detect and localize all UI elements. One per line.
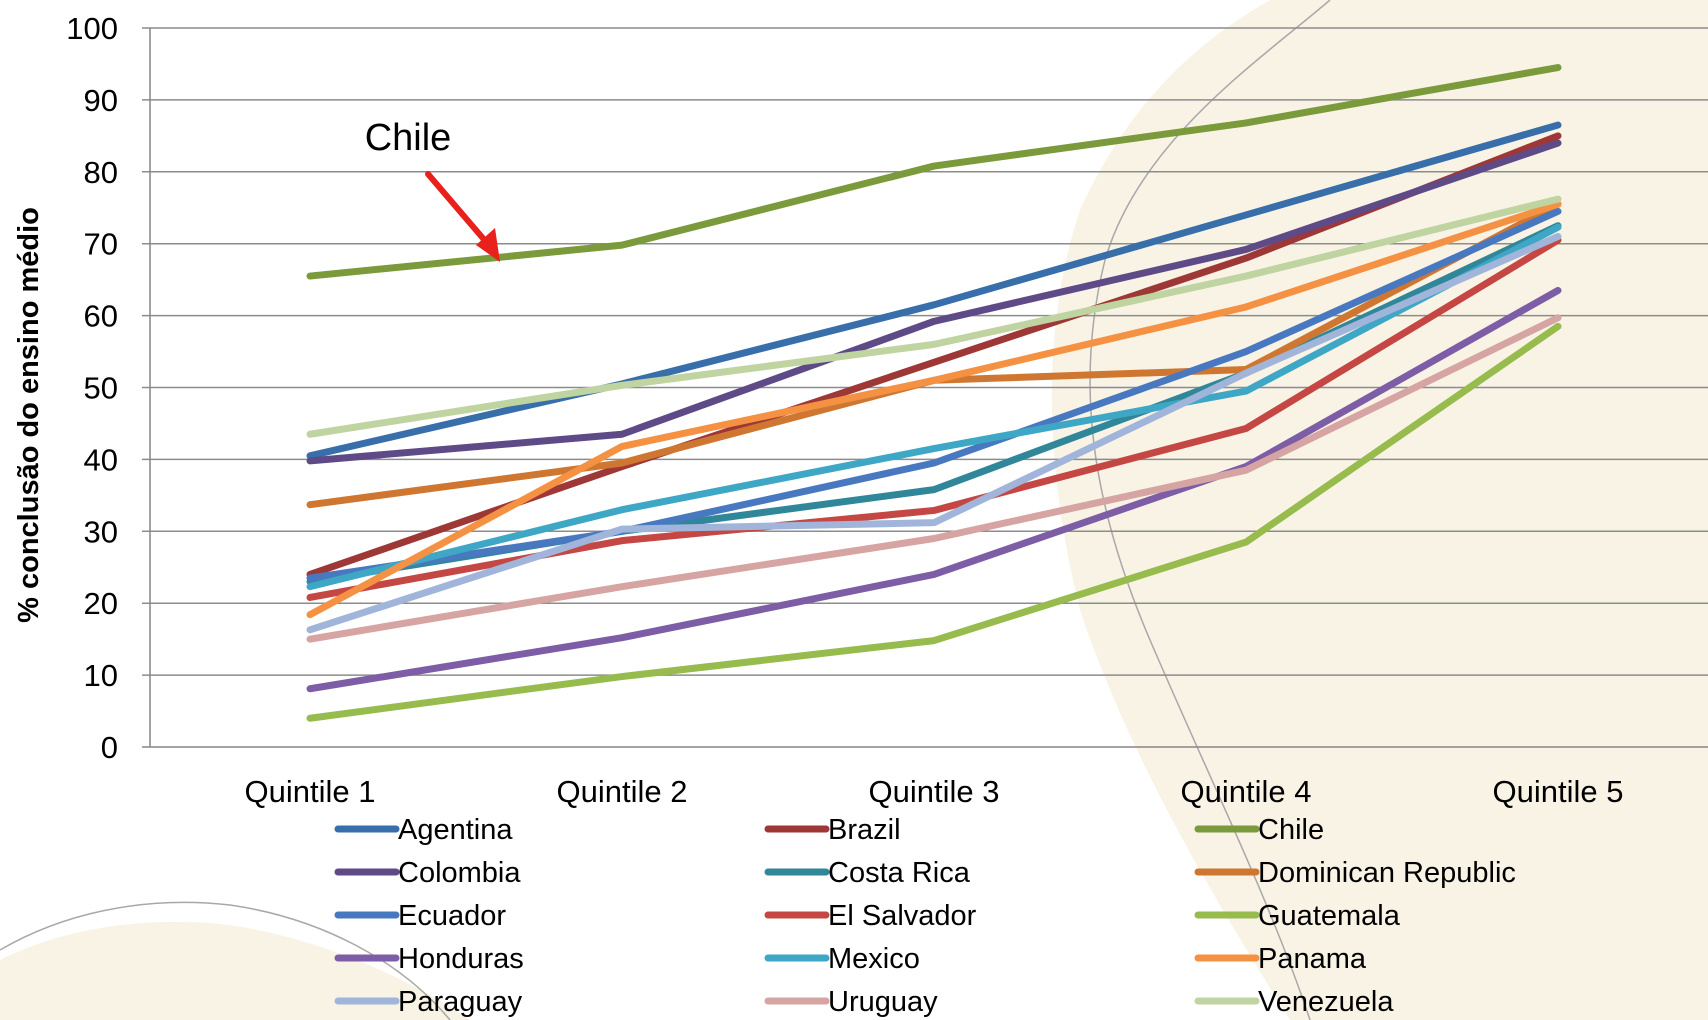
y-tick-label: 40 <box>84 442 118 477</box>
x-tick-label: Quintile 2 <box>557 774 688 809</box>
legend-label: Brazil <box>828 814 901 846</box>
legend-label: Uruguay <box>828 986 938 1018</box>
y-axis-label: % conclusão do ensino médio <box>13 207 45 623</box>
background-curve-bottom <box>0 901 451 1020</box>
legend-label: Agentina <box>398 814 513 846</box>
series-line-chile <box>306 64 1562 280</box>
y-tick-label: 100 <box>66 11 118 46</box>
series-line-paraguay <box>306 233 1562 634</box>
legend-item: Venezuela <box>1194 986 1394 1018</box>
legend-label: Paraguay <box>398 986 523 1018</box>
series-line-honduras <box>306 286 1562 693</box>
y-tick-label: 50 <box>84 371 118 406</box>
y-tick-label: 20 <box>84 586 118 621</box>
legend-item: Agentina <box>334 814 513 846</box>
x-tick-label: Quintile 4 <box>1181 774 1312 809</box>
x-axis: Quintile 1 Quintile 2 Quintile 3 Quintile 4… <box>245 774 1624 809</box>
y-tick-label: 80 <box>84 155 118 190</box>
series-line-uruguay <box>306 314 1562 643</box>
legend-item: Dominican Republic <box>1194 857 1516 889</box>
legend-label: Panama <box>1258 943 1367 975</box>
legend-item: Mexico <box>764 943 920 975</box>
y-tick-label: 0 <box>101 730 118 765</box>
y-tick-label: 60 <box>84 299 118 334</box>
y-tick-label: 90 <box>84 83 118 118</box>
series-line-panama <box>306 200 1562 619</box>
legend-item: Guatemala <box>1194 900 1401 932</box>
background-shape-bottom <box>0 921 470 1020</box>
annotation-label: Chile <box>365 117 452 159</box>
legend-item: Ecuador <box>334 900 506 932</box>
y-tick-label: 70 <box>84 227 118 262</box>
series-line-colombia <box>306 139 1562 465</box>
legend-item: Colombia <box>334 857 521 889</box>
series-line-guatemala <box>306 322 1562 722</box>
legend-item: Uruguay <box>764 986 938 1018</box>
legend-label: Mexico <box>828 943 920 975</box>
x-tick-label: Quintile 1 <box>245 774 376 809</box>
series-line-mexico <box>306 223 1562 591</box>
background-curve <box>1089 0 1331 1020</box>
legend-item: Brazil <box>764 814 901 846</box>
x-tick-label: Quintile 3 <box>869 774 1000 809</box>
legend-item: El Salvador <box>764 900 977 932</box>
series-lines <box>306 64 1562 722</box>
series-line-agentina <box>306 121 1562 460</box>
y-axis: 0 10 20 30 40 50 60 70 80 90 100 <box>66 11 151 765</box>
series-line-ecuador <box>306 207 1562 582</box>
x-tick-label: Quintile 5 <box>1493 774 1624 809</box>
chile-annotation: Chile <box>365 117 500 262</box>
series-line-venezuela <box>306 195 1562 438</box>
legend-item: Chile <box>1194 814 1324 846</box>
y-tick-label: 30 <box>84 514 118 549</box>
legend-label: Dominican Republic <box>1258 857 1516 889</box>
legend-item: Honduras <box>334 943 524 975</box>
legend-label: Honduras <box>398 943 524 975</box>
legend-item: Costa Rica <box>764 857 971 889</box>
legend-label: Chile <box>1258 814 1324 846</box>
legend-item: Panama <box>1194 943 1367 975</box>
legend-label: Venezuela <box>1258 986 1394 1018</box>
legend-item: Paraguay <box>334 986 523 1018</box>
annotation-arrow-head <box>476 228 500 262</box>
legend-label: Costa Rica <box>828 857 971 889</box>
legend-label: Colombia <box>398 857 521 889</box>
y-tick-label: 10 <box>84 658 118 693</box>
legend: Agentina Brazil Chile Colombia Costa Rica Dom… <box>334 814 1516 1018</box>
legend-label: El Salvador <box>828 900 977 932</box>
legend-label: Ecuador <box>398 900 506 932</box>
annotation-arrow <box>425 171 496 253</box>
legend-label: Guatemala <box>1258 900 1401 932</box>
